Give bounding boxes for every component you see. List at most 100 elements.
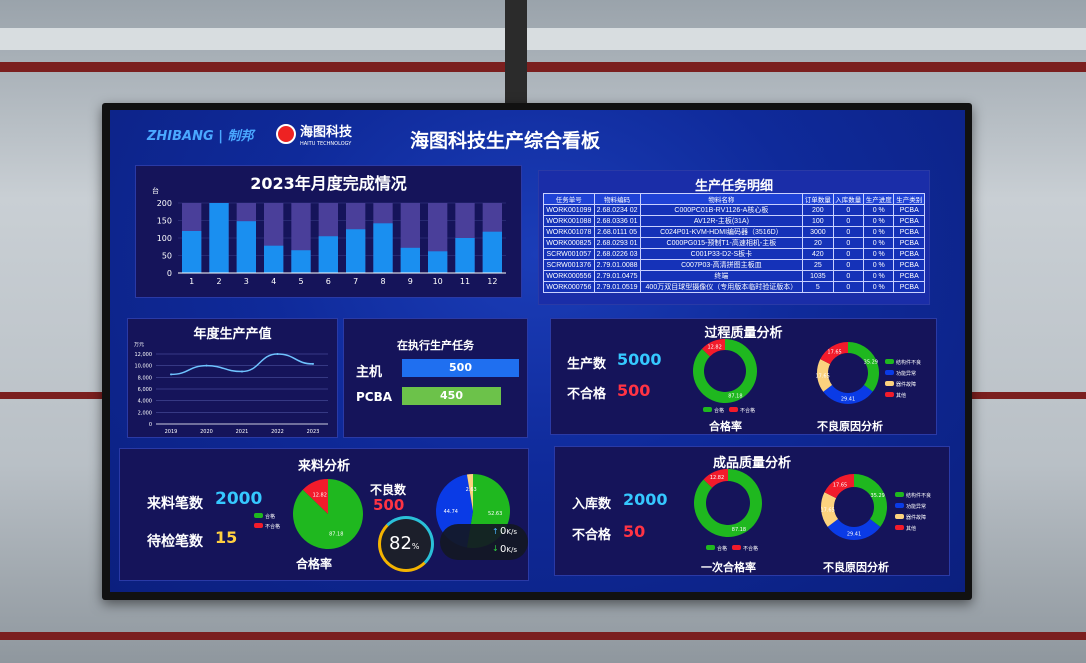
- download-arrow-icon: ↓: [492, 544, 499, 553]
- tasks-table-wrap: 任务单号 物料编码 物料名称 订单数量 入库数量 生产进度 生产类别 WORK001099 2.…: [543, 193, 925, 293]
- bar-4: [264, 245, 284, 273]
- y-tick-label: 200: [157, 199, 172, 208]
- page-title: 海图科技生产综合看板: [410, 130, 601, 152]
- executing-tasks-panel: 在执行生产任务 主机 500 PCBA 450: [343, 318, 528, 438]
- download-unit: K/s: [506, 546, 517, 554]
- legend-swatch: [895, 514, 904, 519]
- legend-swatch: [885, 381, 894, 386]
- finished-quality-panel: 成品质量分析 入库数 2000 不合格 50 12.82 87.18 合格 不合格 35…: [554, 446, 950, 576]
- panel-title: 在执行生产任务: [397, 339, 474, 352]
- column-header: 任务单号: [543, 193, 595, 205]
- bar-3: [236, 221, 256, 273]
- x-tick-label: 1: [189, 277, 194, 286]
- legend-label: 器件故障: [906, 514, 926, 521]
- cpu-value: 82: [389, 533, 412, 554]
- table-cell: 2.79.01.0519: [593, 281, 641, 293]
- table-cell: WORK000756: [543, 281, 595, 293]
- table-cell: 0 %: [863, 215, 895, 227]
- task-label-host: 主机: [356, 365, 383, 380]
- legend-swatch: [885, 370, 894, 375]
- table-cell: 2.68.0336 01: [593, 215, 641, 227]
- table-cell: 100: [802, 215, 834, 227]
- annual-output-panel: 年度生产产值 万元 0 2,000 4,000 6,000 8,000 10,000 12,0…: [127, 318, 338, 438]
- slice-器件故障: [817, 359, 833, 392]
- table-row[interactable]: WORK001099 2.68.0234 02 C000PC01B-RV1126-A…: [543, 204, 925, 216]
- x-tick-label: 2: [216, 277, 221, 286]
- table-cell: 0: [832, 204, 865, 216]
- process-quality-panel: 过程质量分析 生产数 5000 不合格 500 12.82 87.18 合格 不合格 3…: [550, 318, 937, 435]
- column-header: 入库数量: [832, 193, 865, 205]
- ceiling-beam: [0, 62, 1086, 72]
- slice-value-label: 12.82: [710, 475, 724, 481]
- legend-swatch: [732, 545, 741, 550]
- slice-pass: [293, 479, 363, 549]
- x-tick-label: 9: [408, 277, 413, 286]
- table-row[interactable]: SCRW001057 2.68.0226 03 C001P33-D2-S板卡 420 0…: [543, 248, 925, 260]
- produced-label: 生产数: [567, 357, 607, 372]
- table-row[interactable]: WORK000556 2.79.01.0475 终端 1035 0 0 % PCBA: [543, 270, 925, 282]
- slice-value-label: 52.63: [488, 511, 502, 517]
- bar-11: [455, 238, 475, 273]
- slice-pass: [694, 469, 762, 537]
- net-speed-widget[interactable]: ↑ 0K/s ↓ 0K/s: [440, 524, 528, 560]
- slice-fail: [703, 469, 728, 488]
- data-point-2019: [170, 373, 172, 376]
- table-cell: 20: [802, 237, 834, 249]
- fail-label: 不合格: [567, 387, 607, 402]
- legend-swatch: [706, 545, 715, 550]
- fail-value: 50: [623, 522, 646, 541]
- table-cell: 2.68.0111 05: [593, 226, 641, 238]
- table-row[interactable]: WORK001078 2.68.0111 05 C024P01-KVM-HDMI编码…: [543, 226, 925, 238]
- slice-value-label: 35.29: [864, 360, 878, 366]
- x-tick-label: 5: [298, 277, 303, 286]
- table-cell: 0 %: [863, 259, 895, 271]
- table-row[interactable]: WORK000756 2.79.01.0519 400万双目球型摄像仪（专用版本临时…: [543, 281, 925, 293]
- x-tick-label: 2022: [271, 429, 284, 435]
- download-speed: 0: [500, 544, 507, 555]
- column-header: 订单数量: [802, 193, 834, 205]
- x-tick-label: 2023: [307, 429, 320, 435]
- table-row[interactable]: WORK000825 2.68.0293 01 C000PG015-预制T1-高速相…: [543, 237, 925, 249]
- bar-10: [428, 251, 448, 273]
- slice-value-label: 87.18: [728, 393, 742, 399]
- table-row[interactable]: SCRW001376 2.79.01.0088 C007P03-高清拼图主板皿 25 0…: [543, 259, 925, 271]
- table-cell: PCBA: [893, 259, 925, 271]
- column-header: 物料编码: [593, 193, 641, 205]
- bar-7: [346, 229, 366, 273]
- x-tick-label: 3: [244, 277, 249, 286]
- table-row[interactable]: WORK001088 2.68.0336 01 AV12R-主板(31A) 100 0 0…: [543, 215, 925, 227]
- column-header: 物料名称: [639, 193, 804, 205]
- table-cell: 2.79.01.0088: [593, 259, 641, 271]
- stock-value: 2000: [623, 490, 668, 509]
- column-header: 生产进度: [863, 193, 895, 205]
- data-point-2021: [241, 370, 243, 373]
- cpu-usage-gauge[interactable]: 82%: [378, 516, 434, 572]
- incoming-material-panel: 来料分析 来料笔数 2000 待检笔数 15 12.82 87.18 合格 不合格 52…: [119, 448, 529, 581]
- data-point-2022: [276, 353, 279, 355]
- tasks-table: 任务单号 物料编码 物料名称 订单数量 入库数量 生产进度 生产类别 WORK001099 2.…: [543, 193, 925, 293]
- pending-label: 待检笔数: [147, 534, 203, 550]
- fail-value: 500: [617, 381, 651, 400]
- cpu-unit: %: [411, 542, 420, 551]
- table-cell: 5: [802, 281, 834, 293]
- legend-swatch: [729, 407, 738, 412]
- panel-title: 来料分析: [297, 459, 350, 474]
- y-tick-label: 50: [162, 252, 172, 261]
- table-cell: 0: [832, 248, 865, 260]
- x-tick-label: 7: [353, 277, 358, 286]
- table-cell: C007P03-高清拼图主板皿: [639, 259, 804, 271]
- table-cell: 2.68.0293 01: [593, 237, 641, 249]
- slice-value-label: 17.65: [833, 482, 847, 488]
- x-tick-label: 2021: [236, 429, 249, 435]
- x-tick-label: 11: [460, 277, 470, 286]
- haitu-logo: 海图科技: [300, 125, 353, 140]
- legend-label: 其他: [906, 525, 916, 532]
- panel-title: 年度生产产值: [193, 327, 272, 342]
- incoming-count-value: 2000: [215, 489, 263, 509]
- legend-label: 合格: [714, 407, 724, 414]
- table-cell: C000PC01B-RV1126-A核心板: [639, 204, 804, 216]
- dashboard-screen: ZHIBANG | 制邦 海图科技 HAITU TECHNOLOGY 海图科技生…: [110, 110, 965, 592]
- legend-label: 合格: [717, 545, 727, 552]
- slice-功能异常: [823, 385, 873, 404]
- pass-rate-caption: 合格率: [709, 420, 742, 433]
